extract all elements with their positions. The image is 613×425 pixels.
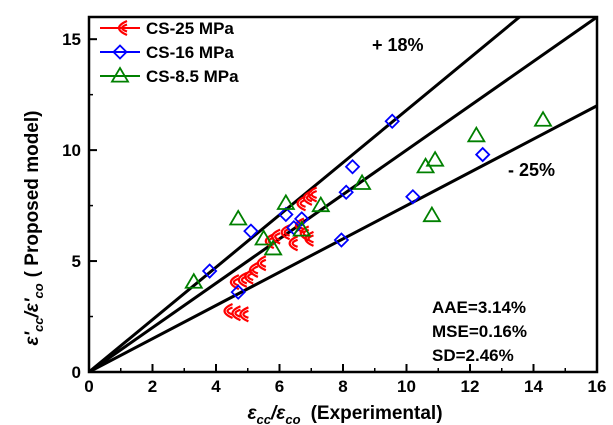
legend-label-cs-16-mpa: CS-16 MPa [146, 43, 234, 62]
point-cs-25-mpa [223, 302, 233, 319]
point-cs-16-mpa [278, 206, 294, 223]
point-cs-16-mpa [293, 211, 310, 227]
x-tick-label: 14 [524, 377, 543, 396]
point-cs-25-mpa [248, 261, 259, 278]
point-cs-25-mpa [288, 235, 299, 252]
point-cs-8-5-mpa [228, 209, 248, 226]
point-cs-8-5-mpa [466, 125, 486, 143]
y-tick-label: 15 [62, 30, 81, 49]
x-title-part: (Experimental) [311, 403, 443, 424]
y-title-part: cc [31, 317, 46, 332]
point-cs-8-5-mpa [533, 110, 553, 127]
x-title-part: cc [257, 412, 272, 425]
x-title-part: /ε [270, 403, 286, 424]
x-tick-label: 2 [148, 377, 157, 396]
point-cs-16-mpa [243, 223, 259, 239]
x-axis-title: εcc/εco (Experimental) [247, 403, 442, 425]
y-axis-title: ε'cc/ε'co ( Proposed model) [22, 111, 46, 346]
point-cs-25-mpa [307, 186, 318, 203]
y-tick-label: 0 [72, 363, 81, 382]
point-cs-16-mpa [201, 263, 218, 279]
annotation-plus-18: + 18% [372, 35, 424, 55]
x-tick-label: 6 [275, 377, 284, 396]
legend-label-cs-8-5-mpa: CS-8.5 MPa [146, 67, 239, 86]
stat-mse: MSE=0.16% [432, 322, 527, 341]
point-cs-8-5-mpa [184, 272, 204, 289]
point-cs-8-5-mpa [276, 193, 296, 210]
point-cs-8-5-mpa [292, 220, 312, 237]
x-tick-label: 0 [84, 377, 93, 396]
stat-sd: SD=2.46% [432, 346, 514, 365]
point-cs-8-5-mpa [311, 195, 331, 213]
point-cs-8-5-mpa [352, 173, 372, 190]
point-cs-16-mpa [344, 158, 361, 175]
legend-marker-cs-25-mpa [117, 19, 128, 37]
y-title-part: ε' [22, 330, 43, 345]
legend-marker-cs-16-mpa [112, 44, 128, 60]
point-cs-16-mpa [474, 146, 491, 163]
legend-marker-cs-8-5-mpa [110, 66, 130, 83]
point-cs-25-mpa [256, 255, 267, 272]
point-cs-25-mpa [239, 306, 249, 323]
x-title-part: co [285, 412, 300, 425]
legend: CS-25 MPa CS-16 MPa CS-8.5 MPa [100, 19, 239, 86]
x-tick-label: 16 [588, 377, 607, 396]
stat-aae: AAE=3.14% [432, 298, 526, 317]
point-cs-16-mpa [338, 184, 354, 201]
x-tick-label: 12 [461, 377, 480, 396]
point-cs-8-5-mpa [425, 150, 445, 167]
x-tick-label: 10 [397, 377, 416, 396]
x-tick-label: 4 [211, 377, 221, 396]
data-points [184, 110, 553, 323]
point-cs-16-mpa [230, 284, 246, 300]
reference-line-2 [89, 104, 597, 372]
point-cs-16-mpa [384, 113, 400, 130]
point-cs-25-mpa [231, 305, 241, 322]
point-cs-8-5-mpa [254, 229, 274, 246]
point-cs-8-5-mpa [422, 205, 442, 223]
y-tick-label: 5 [72, 252, 81, 271]
legend-label-cs-25-mpa: CS-25 MPa [146, 19, 234, 38]
x-title-part: ε [247, 403, 257, 424]
y-title-part: co [31, 283, 46, 298]
annotation-minus-25: - 25% [508, 160, 555, 180]
y-title-part: /ε' [22, 297, 43, 318]
point-cs-16-mpa [405, 188, 421, 205]
point-cs-25-mpa [304, 230, 314, 247]
axis-ticks: 0 2 4 6 8 10 12 14 16 0 5 10 15 [62, 30, 606, 396]
y-tick-label: 10 [62, 141, 81, 160]
point-cs-16-mpa [333, 232, 350, 248]
x-tick-label: 8 [338, 377, 347, 396]
point-cs-8-5-mpa [263, 239, 283, 256]
point-cs-25-mpa [271, 228, 281, 245]
stats-box: AAE=3.14% MSE=0.16% SD=2.46% [432, 298, 527, 365]
y-title-part: ( Proposed model) [22, 111, 43, 278]
